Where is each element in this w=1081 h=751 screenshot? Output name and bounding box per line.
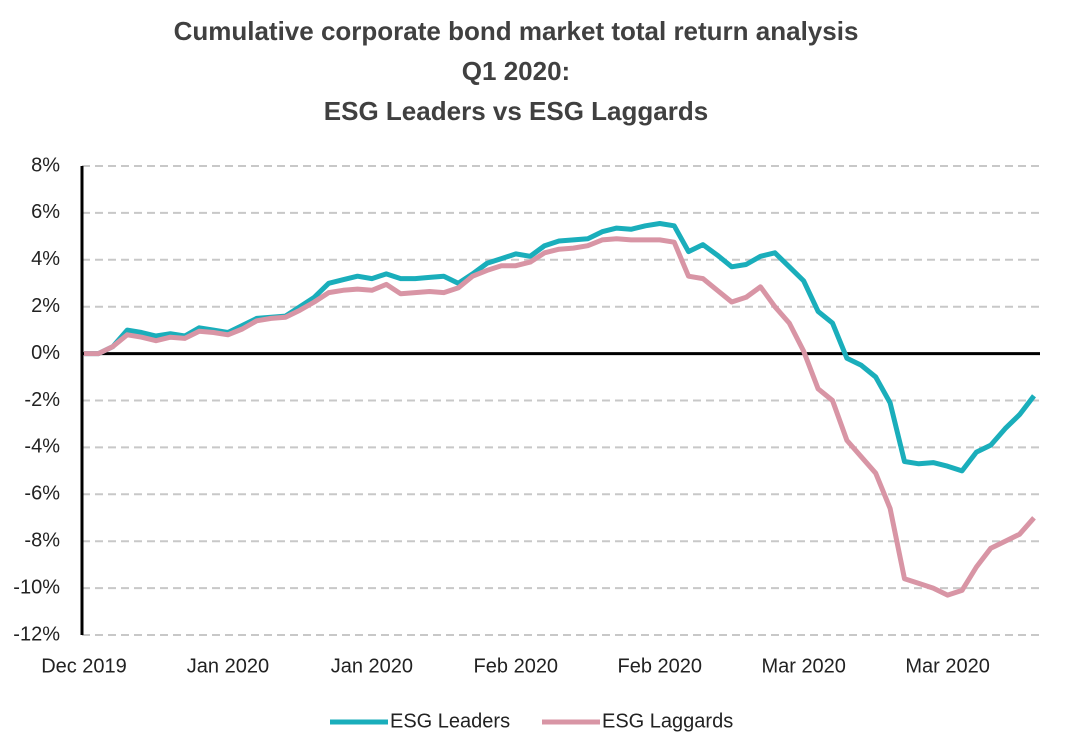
legend-label: ESG Laggards bbox=[602, 710, 733, 732]
y-tick-label: -12% bbox=[13, 623, 60, 645]
x-tick-label: Feb 2020 bbox=[617, 655, 702, 677]
line-series bbox=[84, 221, 1036, 474]
x-tick-label: Mar 2020 bbox=[905, 655, 990, 677]
y-tick-label: 4% bbox=[31, 248, 60, 270]
y-tick-label: -8% bbox=[24, 529, 60, 551]
x-tick-label: Jan 2020 bbox=[331, 655, 413, 677]
x-tick-label: Feb 2020 bbox=[474, 655, 559, 677]
chart-title: ESG Leaders vs ESG Laggards bbox=[324, 96, 708, 126]
y-tick-label: 6% bbox=[31, 201, 60, 223]
y-tick-label: -6% bbox=[24, 483, 60, 505]
y-tick-label: 0% bbox=[31, 342, 60, 364]
y-tick-label: -2% bbox=[24, 389, 60, 411]
y-tick-label: 8% bbox=[31, 154, 60, 176]
chart-title: Cumulative corporate bond market total r… bbox=[174, 16, 859, 46]
x-tick-label: Jan 2020 bbox=[187, 655, 269, 677]
line-series bbox=[84, 236, 1036, 598]
y-tick-label: -10% bbox=[13, 576, 60, 598]
y-tick-label: -4% bbox=[24, 436, 60, 458]
y-tick-label: 2% bbox=[31, 295, 60, 317]
chart-title: Q1 2020: bbox=[462, 56, 570, 86]
x-tick-label: Dec 2019 bbox=[41, 655, 127, 677]
x-tick-label: Mar 2020 bbox=[761, 655, 846, 677]
legend-label: ESG Leaders bbox=[390, 710, 510, 732]
